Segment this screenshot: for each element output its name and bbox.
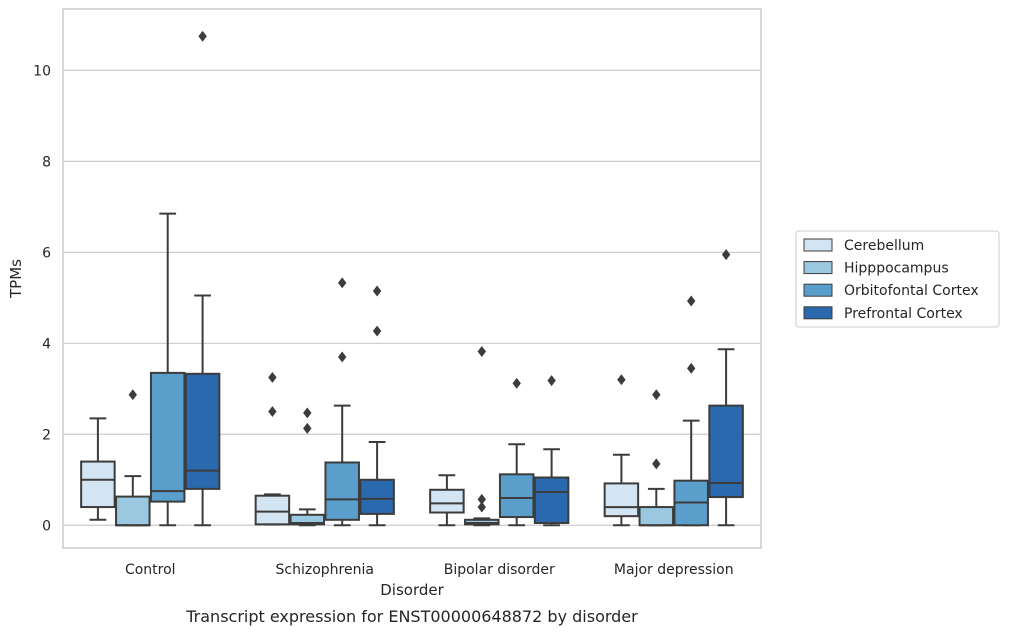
box-orbitofontal-cortex-2 [498, 377, 535, 527]
box-prefrontal-cortex-3 [708, 249, 744, 527]
outlier-point [617, 374, 626, 386]
box-orbitofontal-cortex-3 [673, 295, 709, 527]
outlier-point [477, 346, 486, 357]
y-axis-ticks: 0 2 4 6 8 10 [33, 63, 51, 534]
box-iqr [638, 506, 675, 527]
y-tick-label: 6 [42, 245, 51, 261]
y-tick-label: 8 [42, 154, 51, 170]
box-iqr [115, 495, 151, 527]
plot-frame [62, 8, 762, 549]
box-iqr [429, 488, 465, 514]
x-tick-label: Bipolar disorder [444, 562, 555, 578]
box-plots [80, 30, 744, 527]
outlier-point [268, 371, 277, 383]
x-tick-label: Control [125, 562, 176, 578]
outlier-point [372, 325, 382, 337]
legend-swatch [803, 238, 833, 252]
y-tick-label: 4 [42, 336, 51, 352]
outlier-point [128, 389, 137, 401]
outlier-point [338, 277, 347, 289]
outlier-point [652, 389, 661, 401]
box-hipppocampus-2 [464, 346, 500, 527]
legend-label: Cerebellum [844, 238, 924, 254]
outlier-point [547, 375, 556, 387]
x-axis-ticks: Control Schizophrenia Bipolar disorder Majo… [125, 562, 734, 578]
legend: Cerebellum Hipppocampus Orbitofontal Corte… [795, 230, 1000, 328]
outlier-point [721, 249, 731, 261]
box-iqr [324, 461, 360, 521]
box-iqr [254, 494, 291, 526]
outlier-point [687, 295, 696, 307]
legend-swatch [803, 283, 833, 297]
outlier-point [198, 30, 207, 42]
legend-swatch [803, 261, 833, 275]
box-iqr [603, 482, 640, 518]
box-iqr [498, 473, 535, 519]
outlier-point [303, 422, 312, 434]
legend-swatch [803, 306, 833, 320]
x-tick-label: Major depression [614, 562, 734, 578]
outlier-point [477, 501, 486, 513]
outlier-point [268, 406, 277, 418]
box-iqr [80, 460, 116, 509]
box-iqr [708, 404, 744, 499]
box-iqr [289, 513, 326, 526]
x-tick-label: Schizophrenia [276, 562, 374, 578]
box-prefrontal-cortex-1 [359, 285, 395, 527]
legend-label: Hipppocampus [844, 261, 949, 277]
box-prefrontal-cortex-0 [184, 30, 221, 527]
legend-label: Prefrontal Cortex [844, 306, 963, 322]
legend-label: Orbitofontal Cortex [844, 283, 979, 299]
box-iqr [359, 478, 395, 515]
outlier-point [477, 493, 486, 505]
box-cerebellum-3 [603, 374, 640, 527]
legend-frame [795, 230, 1000, 328]
y-tick-label: 0 [42, 518, 51, 534]
x-axis-label: Disorder [380, 581, 444, 599]
box-hipppocampus-1 [289, 407, 326, 527]
outlier-point [652, 458, 661, 470]
y-tick-label: 2 [42, 427, 51, 443]
box-orbitofontal-cortex-0 [149, 212, 186, 527]
box-iqr [149, 371, 186, 503]
box-cerebellum-2 [429, 474, 465, 527]
outlier-point [372, 285, 382, 297]
box-hipppocampus-3 [638, 389, 675, 527]
box-orbitofontal-cortex-1 [324, 277, 360, 527]
outlier-point [303, 407, 312, 419]
box-prefrontal-cortex-2 [533, 375, 570, 527]
y-tick-label: 10 [33, 63, 51, 79]
outlier-point [338, 351, 347, 363]
box-cerebellum-1 [254, 371, 291, 526]
chart-caption: Transcript expression for ENST0000064887… [185, 607, 638, 626]
outlier-point [512, 377, 521, 389]
box-hipppocampus-0 [115, 389, 151, 527]
y-axis-label: TPMs [7, 259, 25, 299]
box-cerebellum-0 [80, 417, 116, 521]
outlier-point [687, 362, 696, 374]
box-iqr [533, 476, 570, 524]
